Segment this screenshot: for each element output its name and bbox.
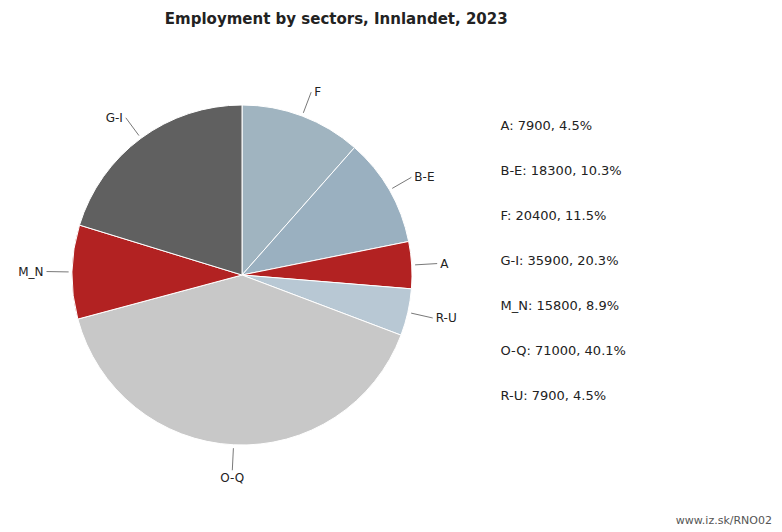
slice-label: B-E xyxy=(414,170,434,184)
source: www.iz.sk/RNO02 xyxy=(676,514,772,527)
annotation: A: 7900, 4.5% xyxy=(500,118,592,133)
annotation: M_N: 15800, 8.9% xyxy=(500,298,619,313)
slice-label: R-U xyxy=(436,311,457,325)
leader-line xyxy=(47,271,69,272)
leader-line xyxy=(411,313,433,318)
leader-line xyxy=(303,92,311,113)
slice xyxy=(79,105,242,275)
leader-line xyxy=(392,177,411,188)
chart: Employment by sectors, Innlandet, 2023 F B… xyxy=(0,0,782,532)
annotations: A: 7900, 4.5% B-E: 18300, 10.3% F: 20400, … xyxy=(500,118,625,403)
pie xyxy=(72,105,412,445)
slice-label: A xyxy=(440,257,449,271)
slice-label: M_N xyxy=(18,265,43,279)
annotation: G-I: 35900, 20.3% xyxy=(500,253,618,268)
annotation: B-E: 18300, 10.3% xyxy=(500,163,621,178)
leader-line xyxy=(126,118,139,136)
title: Employment by sectors, Innlandet, 2023 xyxy=(165,10,508,28)
annotation: R-U: 7900, 4.5% xyxy=(500,388,606,403)
leader-line xyxy=(232,448,233,470)
slice-labels: F B-E A R-U O-Q M_N G-I xyxy=(18,85,457,485)
leader-line xyxy=(415,264,437,265)
annotation: F: 20400, 11.5% xyxy=(500,208,606,223)
annotation: O-Q: 71000, 40.1% xyxy=(500,343,625,358)
slice-label: F xyxy=(314,85,321,99)
slice-label: G-I xyxy=(106,111,123,125)
slice-label: O-Q xyxy=(220,471,244,485)
